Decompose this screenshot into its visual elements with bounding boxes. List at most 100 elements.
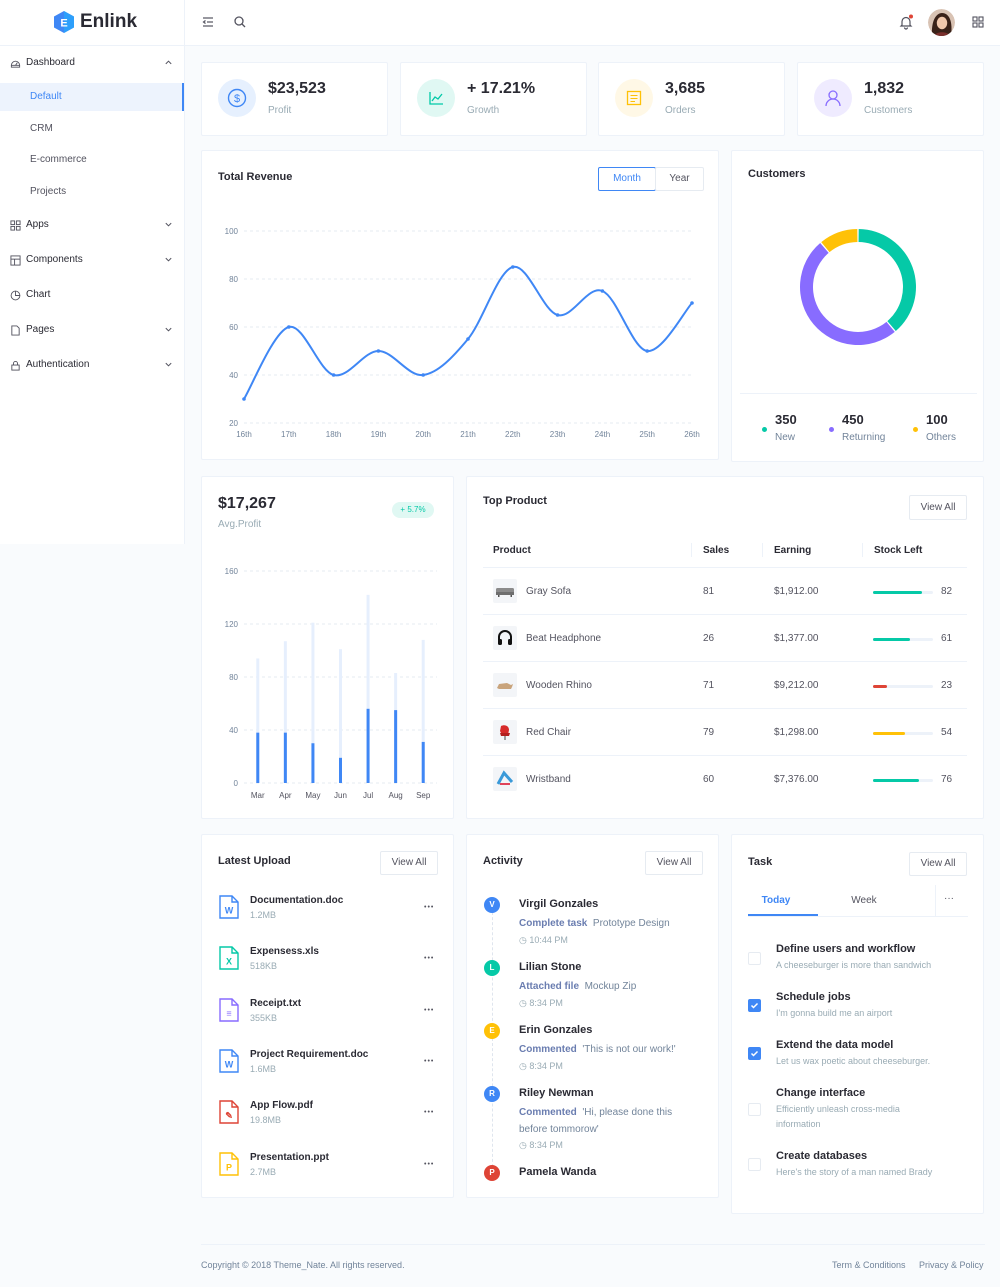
svg-text:E: E — [60, 18, 67, 30]
file-item[interactable]: P Presentation.ppt 2.7MB ••• — [202, 1152, 453, 1192]
tab-week[interactable]: Week — [851, 895, 877, 906]
activity-user-name[interactable]: Virgil Gonzales — [519, 898, 599, 910]
stock-progress — [873, 638, 933, 641]
activity-user-name[interactable]: Pamela Wanda — [519, 1166, 597, 1178]
table-row[interactable]: Wristband 60 $7,376.00 76 — [467, 756, 983, 802]
table-row[interactable]: Red Chair 79 $1,298.00 54 — [467, 709, 983, 755]
more-options-icon[interactable]: ••• — [424, 1109, 435, 1117]
data-point — [511, 265, 515, 269]
sidebar-sub-label: E-commerce — [30, 154, 87, 165]
check-icon — [750, 1002, 759, 1009]
activity-user-name[interactable]: Lilian Stone — [519, 961, 582, 973]
file-name: Project Requirement.doc — [250, 1048, 369, 1060]
file-item[interactable]: ≡ Receipt.txt 355KB ••• — [202, 998, 453, 1038]
x-tick-label: 17th — [281, 430, 297, 439]
file-item[interactable]: W Project Requirement.doc 1.6MB ••• — [202, 1049, 453, 1089]
x-tick-label: Mar — [251, 791, 265, 800]
sidebar-item-chart[interactable]: Chart — [0, 280, 184, 310]
stat-label: Growth — [467, 105, 500, 116]
sidebar-sub-crm[interactable]: CRM — [0, 115, 184, 143]
product-stock: 82 — [941, 586, 953, 597]
stat-value: 3,685 — [665, 80, 706, 97]
sidebar-sub-projects[interactable]: Projects — [0, 178, 184, 206]
bar-value — [311, 743, 315, 783]
file-size: 19.8MB — [250, 1115, 282, 1126]
card-title: Activity — [483, 855, 523, 867]
activity-avatar: E — [484, 1023, 500, 1039]
sidebar-sub-ecommerce[interactable]: E-commerce — [0, 146, 184, 174]
sidebar-sub-default[interactable]: Default — [0, 83, 184, 111]
product-sales: 26 — [703, 633, 715, 644]
avg-profit-value: $17,267 — [218, 495, 276, 512]
task-checkbox[interactable] — [748, 952, 761, 965]
file-item[interactable]: ✎ App Flow.pdf 19.8MB ••• — [202, 1100, 453, 1140]
activity-verb: Complete task — [519, 918, 588, 929]
stock-progress-fill — [873, 779, 919, 782]
more-options-icon[interactable]: ••• — [424, 1006, 435, 1014]
menu-fold-icon[interactable] — [200, 14, 216, 30]
task-title: Extend the data model — [776, 1039, 894, 1051]
year-toggle-button[interactable]: Year — [655, 167, 704, 191]
file-item[interactable]: W Documentation.doc 1.2MB ••• — [202, 895, 453, 935]
view-all-button[interactable]: View All — [909, 495, 967, 520]
activity-action: Commented 'This is not our work!' — [519, 1044, 676, 1055]
svg-text:W: W — [225, 906, 234, 916]
y-tick-label: 40 — [229, 726, 238, 735]
growth-badge: + 5.7% — [392, 502, 434, 518]
bell-icon[interactable] — [898, 14, 914, 30]
task-checkbox[interactable] — [748, 1158, 761, 1171]
chevron-down-icon — [165, 362, 172, 367]
donut-slice — [858, 229, 916, 331]
table-row[interactable]: Gray Sofa 81 $1,912.00 82 — [467, 568, 983, 614]
view-all-button[interactable]: View All — [645, 851, 703, 875]
activity-target: before tommorow' — [519, 1124, 599, 1135]
table-row[interactable]: Wooden Rhino 71 $9,212.00 23 — [467, 662, 983, 708]
product-earning: $9,212.00 — [774, 680, 819, 691]
active-tab-indicator — [748, 914, 818, 916]
data-point — [242, 397, 246, 401]
file-name: Presentation.ppt — [250, 1151, 329, 1163]
logo-area[interactable]: E Enlink — [0, 0, 185, 46]
month-toggle-button[interactable]: Month — [598, 167, 656, 191]
task-checkbox[interactable] — [748, 999, 761, 1012]
task-checkbox[interactable] — [748, 1103, 761, 1116]
x-tick-label: Apr — [279, 791, 292, 800]
activity-user-name[interactable]: Erin Gonzales — [519, 1024, 593, 1036]
file-item[interactable]: X Expensess.xls 518KB ••• — [202, 946, 453, 986]
bar-value — [394, 710, 398, 783]
avatar[interactable] — [928, 9, 955, 36]
pdf-file-icon: ✎ — [219, 1100, 239, 1124]
more-icon[interactable]: ··· — [944, 893, 954, 904]
stat-card-orders: 3,685 Orders — [598, 62, 785, 136]
sidebar-item-authentication[interactable]: Authentication — [0, 350, 184, 380]
tab-today[interactable]: Today — [761, 895, 791, 906]
app-name: Enlink — [80, 11, 138, 32]
customers-donut-chart — [800, 229, 916, 345]
product-earning: $7,376.00 — [774, 774, 819, 785]
sidebar-item-pages[interactable]: Pages — [0, 315, 184, 345]
privacy-link[interactable]: Privacy & Policy — [919, 1260, 984, 1270]
sidebar-item-apps[interactable]: Apps — [0, 210, 184, 240]
apps-grid-icon[interactable] — [970, 14, 986, 30]
more-options-icon[interactable]: ••• — [424, 955, 435, 963]
activity-time: ◷ 8:34 PM — [519, 998, 563, 1009]
data-point — [421, 373, 425, 377]
activity-card: Activity View All V Virgil Gonzales Comp… — [466, 834, 719, 1198]
search-icon[interactable] — [232, 14, 248, 30]
sidebar-item-components[interactable]: Components — [0, 245, 184, 275]
legend-value-others: 100 — [926, 412, 948, 427]
table-row[interactable]: Beat Headphone 26 $1,377.00 61 — [467, 615, 983, 661]
y-tick-label: 0 — [234, 779, 239, 788]
terms-link[interactable]: Term & Conditions — [832, 1260, 906, 1270]
view-all-button[interactable]: View All — [380, 851, 438, 875]
sidebar-item-dashboard[interactable]: Dashboard — [0, 48, 184, 78]
task-checkbox[interactable] — [748, 1047, 761, 1060]
task-card: Task View All Today Week ··· Define user… — [731, 834, 984, 1214]
more-options-icon[interactable]: ••• — [424, 904, 435, 911]
more-options-icon[interactable]: ••• — [424, 1160, 435, 1168]
more-options-icon[interactable]: ••• — [424, 1057, 435, 1065]
clock-icon: ◷ — [519, 998, 527, 1008]
view-all-button[interactable]: View All — [909, 852, 967, 876]
activity-user-name[interactable]: Riley Newman — [519, 1087, 594, 1099]
bar-background — [283, 641, 287, 783]
